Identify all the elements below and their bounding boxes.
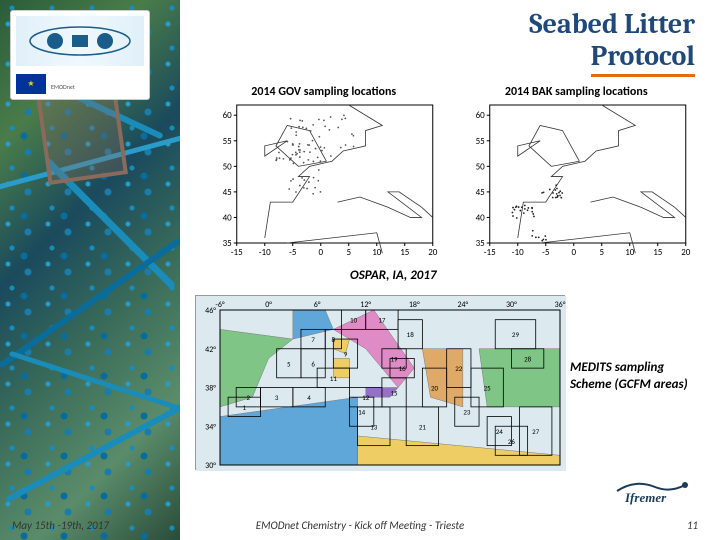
bak-map: -15 -10 -5 0 5 10 15 20 35 40 45 50 55 60 xyxy=(458,101,696,261)
svg-text:40: 40 xyxy=(223,212,233,223)
svg-text:11: 11 xyxy=(330,374,338,383)
svg-text:26: 26 xyxy=(508,437,516,446)
svg-text:35: 35 xyxy=(223,238,233,249)
svg-text:20: 20 xyxy=(431,384,439,393)
svg-text:50: 50 xyxy=(223,161,233,172)
svg-text:0°: 0° xyxy=(265,300,272,310)
svg-text:-5: -5 xyxy=(542,247,550,258)
medits-caption: MEDITS sampling Scheme (GCFM areas) xyxy=(570,360,700,394)
svg-text:15: 15 xyxy=(390,388,398,397)
svg-text:42°: 42° xyxy=(205,345,216,355)
svg-text:12°: 12° xyxy=(360,300,371,310)
svg-text:3: 3 xyxy=(275,393,279,402)
svg-text:-10: -10 xyxy=(511,247,523,258)
svg-text:23: 23 xyxy=(463,408,471,417)
svg-text:20: 20 xyxy=(681,247,691,258)
svg-text:19: 19 xyxy=(390,354,398,363)
svg-text:45: 45 xyxy=(223,187,233,198)
ifremer-logo: Ifremer xyxy=(615,477,700,505)
footer-page: 11 xyxy=(687,519,698,532)
svg-text:15: 15 xyxy=(400,247,410,258)
svg-text:22: 22 xyxy=(455,364,463,373)
bak-map-panel: 2014 BAK sampling locations -15 -10 -5 0 5 10… xyxy=(458,85,696,265)
svg-text:36°: 36° xyxy=(555,300,566,310)
svg-text:-15: -15 xyxy=(483,247,495,258)
svg-text:60: 60 xyxy=(223,110,233,121)
svg-text:29: 29 xyxy=(512,330,520,339)
svg-text:4: 4 xyxy=(307,393,311,402)
svg-text:46°: 46° xyxy=(205,306,216,316)
emodnet-logo: ★ EMODnet xyxy=(10,10,150,100)
svg-text:10: 10 xyxy=(350,316,358,325)
svg-text:9: 9 xyxy=(344,350,348,359)
svg-text:2: 2 xyxy=(247,393,251,402)
gov-map: -15 -10 -5 0 5 10 15 20 35 40 45 50 55 60 xyxy=(205,101,443,261)
svg-text:17: 17 xyxy=(378,316,386,325)
svg-text:38°: 38° xyxy=(205,384,216,394)
footer-center: EMODnet Chemistry - Kick off Meeting - T… xyxy=(0,519,720,532)
eu-flag-icon: ★ xyxy=(16,74,46,94)
svg-text:Ifremer: Ifremer xyxy=(624,490,667,505)
svg-text:14: 14 xyxy=(358,408,366,417)
svg-text:24: 24 xyxy=(496,427,504,436)
svg-text:18: 18 xyxy=(407,330,415,339)
svg-text:0: 0 xyxy=(318,247,323,258)
svg-text:10: 10 xyxy=(372,247,382,258)
gov-map-title: 2014 GOV sampling locations xyxy=(205,85,443,99)
svg-text:18°: 18° xyxy=(409,300,420,310)
svg-text:40: 40 xyxy=(475,212,485,223)
sampling-maps-row: 2014 GOV sampling locations -15 -10 -5 0 5 10… xyxy=(205,85,695,265)
title-line2: Protocol xyxy=(591,40,695,77)
svg-text:27: 27 xyxy=(532,427,540,436)
svg-text:45: 45 xyxy=(475,187,485,198)
svg-text:20: 20 xyxy=(428,247,438,258)
svg-text:30°: 30° xyxy=(506,300,517,310)
bak-map-title: 2014 BAK sampling locations xyxy=(458,85,696,99)
svg-text:21: 21 xyxy=(419,422,427,431)
medits-map: 1234567891011121314151617181920212223242… xyxy=(195,295,565,470)
svg-text:6: 6 xyxy=(311,359,315,368)
svg-text:5: 5 xyxy=(599,247,604,258)
svg-text:28: 28 xyxy=(524,354,532,363)
svg-text:34°: 34° xyxy=(205,422,216,432)
svg-text:6°: 6° xyxy=(314,300,321,310)
title-line1: Seabed Litter xyxy=(529,8,695,40)
svg-text:-10: -10 xyxy=(259,247,271,258)
svg-text:15: 15 xyxy=(653,247,663,258)
svg-text:25: 25 xyxy=(484,384,492,393)
svg-text:-15: -15 xyxy=(231,247,243,258)
svg-text:7: 7 xyxy=(311,335,315,344)
svg-text:5: 5 xyxy=(287,359,291,368)
svg-text:55: 55 xyxy=(475,136,485,147)
svg-text:60: 60 xyxy=(475,110,485,121)
logo-brand: EMODnet xyxy=(51,84,75,91)
svg-text:0: 0 xyxy=(571,247,576,258)
svg-text:-6°: -6° xyxy=(215,300,225,310)
svg-text:1: 1 xyxy=(243,403,247,412)
svg-text:35: 35 xyxy=(475,238,485,249)
gov-map-panel: 2014 GOV sampling locations -15 -10 -5 0 5 10… xyxy=(205,85,443,265)
svg-text:12: 12 xyxy=(362,393,370,402)
svg-text:24°: 24° xyxy=(457,300,468,310)
ospar-caption: OSPAR, IA, 2017 xyxy=(350,268,437,283)
svg-text:55: 55 xyxy=(223,136,233,147)
svg-text:10: 10 xyxy=(625,247,635,258)
svg-text:5: 5 xyxy=(346,247,351,258)
svg-text:-5: -5 xyxy=(289,247,297,258)
svg-text:30°: 30° xyxy=(205,461,216,471)
svg-text:16: 16 xyxy=(399,364,407,373)
slide-title: Seabed Litter Protocol xyxy=(529,8,695,77)
svg-text:50: 50 xyxy=(475,161,485,172)
footer: May 15th -19th, 2017 EMODnet Chemistry -… xyxy=(0,519,720,532)
